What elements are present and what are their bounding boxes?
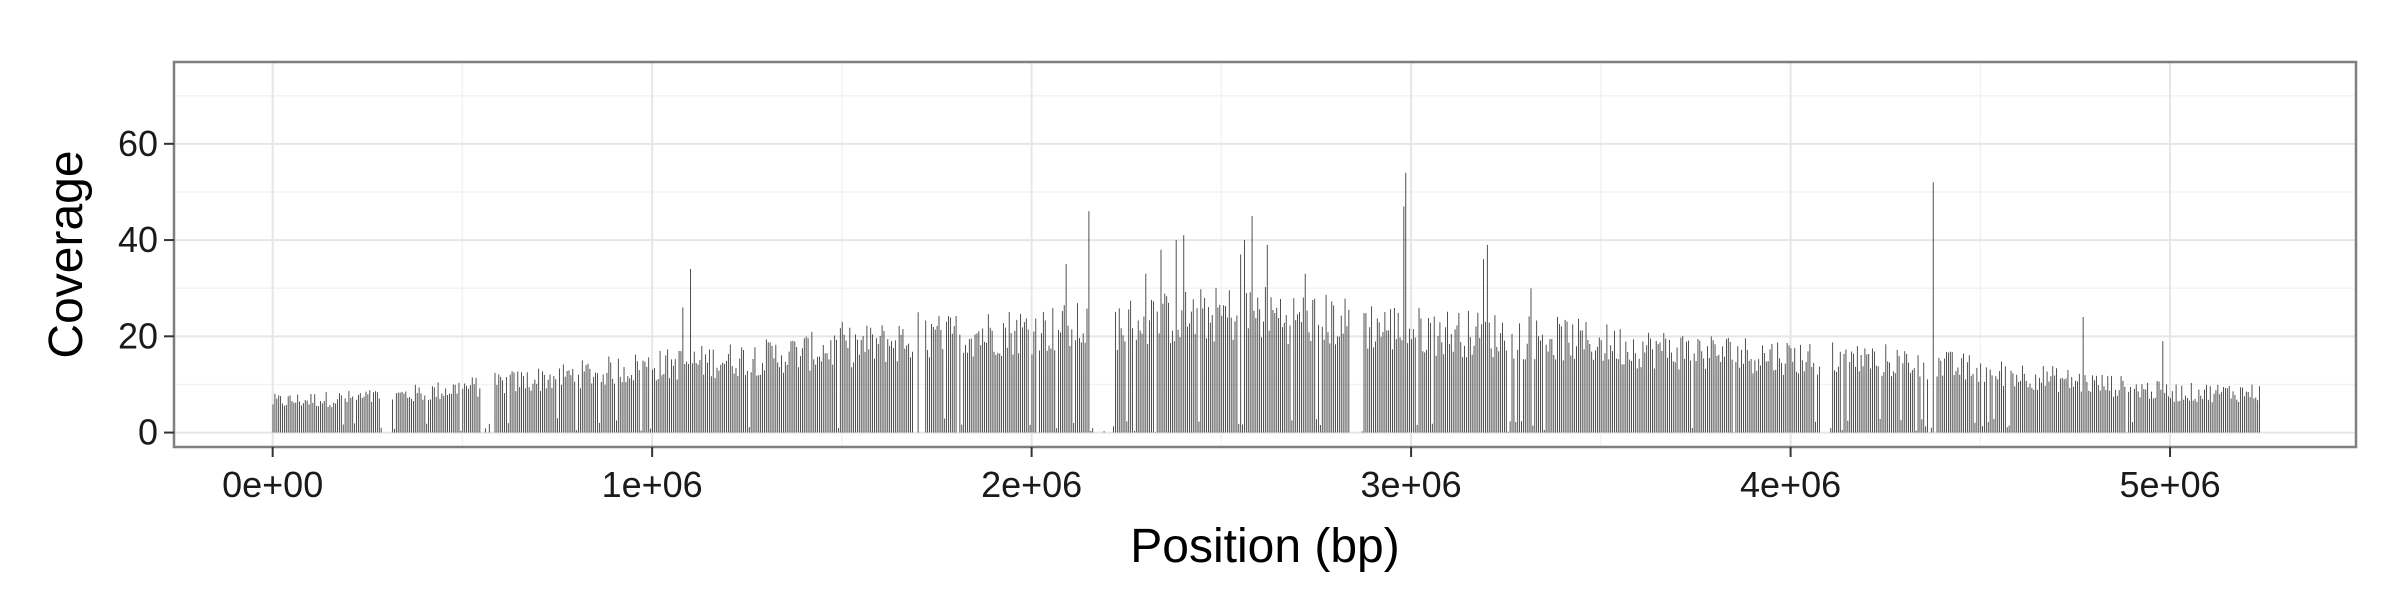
y-tick-label: 0: [138, 412, 158, 453]
x-tick-label: 5e+06: [2120, 464, 2221, 505]
x-tick-label: 3e+06: [1361, 464, 1462, 505]
x-tick-label: 1e+06: [602, 464, 703, 505]
y-tick-label: 60: [118, 123, 158, 164]
x-tick-label: 0e+00: [222, 464, 323, 505]
plot-panel: [172, 60, 2358, 449]
coverage-bar-series: [272, 172, 2261, 433]
panel-border: [172, 60, 2358, 449]
x-tick-label: 2e+06: [981, 464, 1082, 505]
y-tick-label: 40: [118, 219, 158, 260]
y-axis: 0 20 40 60: [118, 123, 174, 453]
x-axis-title: Position (bp): [1130, 520, 1399, 573]
y-tick-label: 20: [118, 315, 158, 356]
coverage-bars: [272, 172, 2261, 433]
x-axis: 0e+00 1e+06 2e+06 3e+06 4e+06 5e+06: [222, 447, 2221, 505]
x-tick-label: 4e+06: [1740, 464, 1841, 505]
y-axis-title: Coverage: [40, 150, 93, 358]
